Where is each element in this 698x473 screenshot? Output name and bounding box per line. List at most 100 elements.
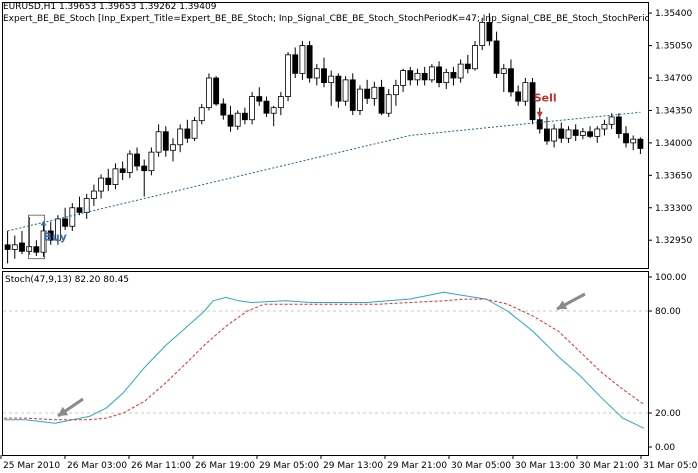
bull-candle-body — [270, 107, 277, 114]
bull-candle-body — [579, 131, 586, 136]
bull-candle-body — [428, 66, 435, 81]
bear-candle-body — [623, 133, 629, 144]
time-tick-label: 26 Mar 03:00 — [67, 461, 127, 471]
candle — [206, 73, 212, 111]
bull-candle-body — [522, 82, 529, 102]
bear-candle-body — [162, 131, 169, 151]
bull-candle-body — [90, 190, 97, 199]
candle — [615, 113, 622, 139]
bear-candle-body — [321, 68, 327, 84]
candle — [306, 40, 313, 83]
bear-candle-body — [62, 218, 69, 227]
candle — [522, 78, 529, 106]
bull-candle-body — [191, 120, 198, 139]
bull-candle-body — [371, 86, 378, 99]
candle — [508, 59, 514, 97]
time-tick-label: 26 Mar 19:00 — [195, 461, 255, 471]
arrow-right-icon — [557, 300, 568, 310]
candle — [385, 89, 392, 117]
bear-candle-body — [47, 230, 54, 241]
stochastic-signal-line — [4, 298, 645, 421]
candle — [349, 73, 356, 116]
candle — [69, 203, 76, 231]
time-tick-label: 30 Mar 05:00 — [451, 461, 511, 471]
arrow-left-icon — [58, 406, 69, 416]
bear-candle-body — [515, 91, 522, 102]
candle — [608, 113, 615, 129]
bull-candle-body — [299, 45, 306, 74]
chart-header-expert: Expert_BE_BE_Stoch [Inp_Expert_Title=Exp… — [3, 14, 648, 24]
candle — [400, 68, 407, 92]
candles-layer — [4, 13, 644, 264]
bull-candle-body — [206, 77, 212, 109]
bull-candle-body — [170, 144, 176, 151]
candle — [479, 17, 486, 51]
candle — [565, 126, 572, 143]
candle — [141, 159, 148, 197]
bear-candle-body — [529, 82, 536, 121]
bear-candle-body — [220, 103, 227, 116]
bull-candle-body — [479, 21, 486, 46]
candle — [263, 96, 270, 117]
candle — [486, 13, 493, 46]
time-tick-label: 29 Mar 05:00 — [259, 461, 319, 471]
bear-candle-body — [134, 153, 140, 167]
candle — [558, 122, 565, 143]
time-axis: 25 Mar 2010 26 Mar 03:00 26 Mar 11:00 26 Ma… — [0, 455, 698, 471]
candle — [155, 124, 162, 157]
bull-candle-body — [277, 96, 284, 109]
buy-arrow-icon — [40, 220, 47, 226]
bear-candle-body — [119, 168, 126, 173]
stochastic-tick-label: 0.00 — [655, 443, 675, 453]
candle — [428, 64, 435, 83]
stochastic-pane-border — [2, 271, 649, 456]
candle — [587, 126, 593, 139]
price-tick-label: 1.33300 — [655, 204, 692, 214]
bull-candle-body — [601, 123, 608, 130]
bull-candle-body — [551, 128, 558, 142]
candle — [285, 52, 291, 102]
candle — [637, 137, 644, 154]
stochastic-label: Stoch(47,9,13) 82.20 80.45 — [5, 275, 129, 285]
bear-candle-body — [19, 242, 25, 252]
bear-candle-body — [436, 66, 442, 84]
candle — [148, 147, 155, 176]
bull-candle-body — [83, 198, 90, 213]
bull-candle-body — [443, 72, 450, 84]
chart-header-symbol: EURUSD,H1 1.39653 1.39653 1.39262 1.3940… — [3, 2, 217, 12]
sell-label: Sell — [534, 92, 557, 105]
candle — [213, 76, 220, 106]
stochastic-main-line — [4, 291, 645, 429]
price-tick-label: 1.34700 — [655, 74, 692, 84]
bull-candle-body — [472, 45, 478, 70]
bull-candle-body — [357, 88, 363, 111]
bear-candle-body — [263, 100, 270, 114]
bull-candle-body — [234, 112, 241, 127]
bull-candle-body — [630, 138, 637, 144]
stochastic-pane[interactable] — [2, 271, 649, 456]
bull-candle-body — [385, 94, 392, 114]
price-chart-pane[interactable] — [2, 2, 649, 269]
candle — [277, 91, 284, 116]
bear-candle-body — [241, 112, 248, 121]
candle — [227, 105, 234, 132]
bear-candle-body — [486, 21, 493, 42]
candle — [529, 78, 536, 125]
candle — [515, 85, 522, 106]
buy-label: Buy — [44, 230, 67, 243]
candle — [26, 217, 33, 256]
bull-candle-body — [98, 177, 104, 192]
candle — [270, 105, 277, 127]
candle — [33, 240, 40, 256]
bear-candle-body — [256, 96, 263, 102]
price-tick-label: 1.35050 — [655, 42, 692, 52]
price-tick-label: 1.35400 — [655, 9, 692, 19]
bull-candle-body — [400, 70, 407, 86]
candle — [76, 196, 83, 216]
candle — [407, 66, 414, 86]
bear-candle-body — [227, 114, 234, 127]
bear-candle-body — [615, 116, 622, 135]
candle — [335, 73, 342, 108]
candle — [357, 85, 363, 116]
